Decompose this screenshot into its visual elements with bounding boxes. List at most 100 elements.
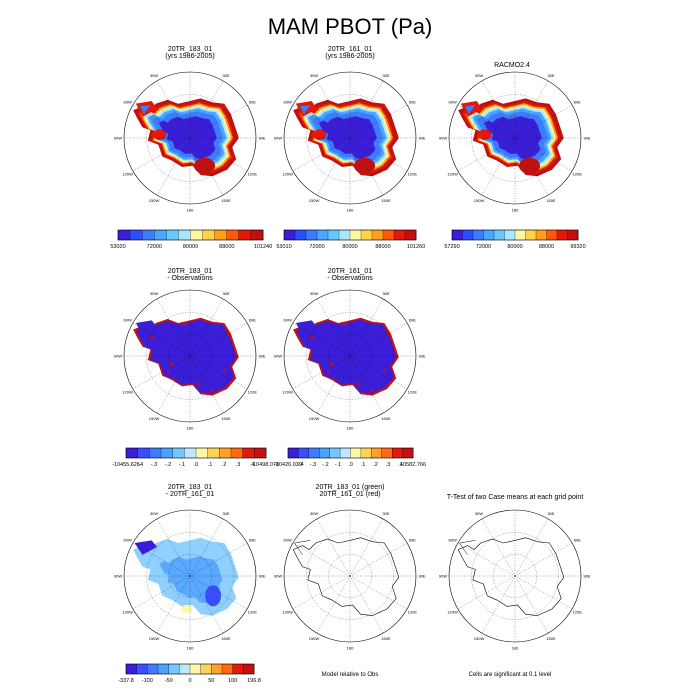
meridian-line bbox=[316, 80, 351, 139]
meridian-line bbox=[457, 104, 516, 139]
colorbar-frame bbox=[451, 229, 579, 241]
meridian-line bbox=[316, 355, 351, 414]
grid-label: 150W bbox=[309, 636, 320, 641]
latitude-ring bbox=[146, 94, 234, 182]
colorbar-frame bbox=[125, 663, 255, 675]
grid-label: 30W bbox=[310, 291, 318, 296]
colorbar-tick-label: 88000 bbox=[375, 244, 390, 250]
colorbar-swatch bbox=[451, 229, 463, 241]
colorbar-tick-label: 57290 bbox=[444, 244, 459, 250]
meridian-line bbox=[189, 575, 224, 634]
colorbar-swatch bbox=[472, 229, 484, 241]
bias-cell bbox=[330, 362, 334, 366]
meridian-line bbox=[156, 575, 191, 634]
panel-title-7: 20TR_183_01 (green) 20TR_161_01 (red) bbox=[275, 484, 425, 498]
grid-label: 60E bbox=[249, 538, 256, 543]
meridian-line bbox=[132, 322, 191, 357]
grid-label: 180 bbox=[187, 426, 194, 431]
colorbar-tick-label: .2 bbox=[222, 462, 227, 468]
meridian-line bbox=[189, 575, 248, 610]
grid-label: 60W bbox=[124, 100, 132, 105]
panel-title-line: 20TR_183_01 (green) bbox=[315, 484, 385, 491]
grid-label: 30E bbox=[382, 73, 389, 78]
grid-label: 30W bbox=[475, 73, 483, 78]
meridian-line bbox=[292, 104, 351, 139]
grid-label: 120E bbox=[248, 390, 258, 395]
colorbar-swatch bbox=[287, 447, 299, 459]
ice-shelf-field bbox=[313, 129, 327, 140]
panel-title-line: 20TR_161_01 bbox=[327, 46, 373, 53]
meridian-line bbox=[189, 322, 248, 357]
meridian-line bbox=[349, 104, 408, 139]
latitude-ring bbox=[168, 334, 212, 378]
grid-label: 90W bbox=[114, 574, 122, 579]
colorbar-swatch bbox=[243, 663, 255, 675]
colorbar-tick-label: 10582.766 bbox=[400, 462, 426, 468]
colorbar-tick-label: 72000 bbox=[476, 244, 491, 250]
meridian-line bbox=[132, 542, 191, 577]
grid-label: 120W bbox=[282, 172, 293, 177]
bias-cell bbox=[383, 369, 386, 373]
grid-label: 90W bbox=[439, 136, 447, 141]
colorbar-swatch bbox=[504, 229, 516, 241]
colorbar-tick-label: 101260 bbox=[407, 244, 425, 250]
latitude-ring bbox=[328, 116, 372, 160]
ice-shelf-field bbox=[153, 129, 167, 140]
colorbar-swatch bbox=[200, 663, 212, 675]
latitude-ring bbox=[471, 94, 559, 182]
meridian-line bbox=[481, 575, 516, 634]
meridian-line bbox=[349, 322, 408, 357]
meridian-line bbox=[292, 355, 351, 390]
meridian-line bbox=[514, 80, 549, 139]
colorbar-tick-label: .1 bbox=[361, 462, 366, 468]
colorbar-swatch bbox=[360, 229, 373, 241]
bias-cell bbox=[223, 369, 226, 373]
colorbar-swatch bbox=[339, 447, 351, 459]
grid-label: 30E bbox=[547, 73, 554, 78]
colorbar-tick-label: 80000 bbox=[507, 244, 522, 250]
ice-shelf-field bbox=[193, 157, 216, 174]
colorbar-swatch bbox=[546, 229, 558, 241]
meridian-line bbox=[349, 575, 408, 610]
panel-title-line: RACMO2.4 bbox=[494, 62, 530, 69]
meridian-line bbox=[457, 542, 516, 577]
meridian-line bbox=[132, 355, 191, 390]
colorbar-tick-label: -337.8 bbox=[118, 678, 134, 684]
meridian-line bbox=[316, 298, 351, 357]
meridian-line bbox=[349, 137, 384, 196]
colorbar-cb1: 53020 72000 80000 88000 101240 bbox=[110, 229, 272, 250]
meridian-line bbox=[189, 137, 224, 196]
grid-label: 150E bbox=[221, 416, 231, 421]
grid-label: 60E bbox=[409, 100, 416, 105]
meridian-line bbox=[514, 542, 573, 577]
figure-title: MAM PBOT (Pa) bbox=[267, 14, 433, 39]
grid-label: 150W bbox=[149, 416, 160, 421]
latitude-ring bbox=[168, 554, 212, 598]
meridian-line bbox=[316, 518, 351, 577]
panel-title-2: 20TR_161_01 (yrs 1986-2005) bbox=[275, 46, 425, 60]
colorbar-frame bbox=[125, 447, 267, 459]
colorbar-tick-label: 88000 bbox=[219, 244, 234, 250]
meridian-line bbox=[481, 80, 516, 139]
map-panel-p7: 30W 30E 60W 60E 90W 90E 120W 120E 150W 150E 180 bbox=[274, 509, 426, 651]
colorbar-tick-label: .1 bbox=[208, 462, 213, 468]
colorbar-swatch bbox=[195, 447, 209, 459]
grid-label: 60W bbox=[449, 538, 457, 543]
map-panel-p6: 30W 30E 60W 60E 90W 90E 120W 120E 150W 150E 180 bbox=[114, 509, 266, 651]
grid-label: 60E bbox=[409, 538, 416, 543]
peninsula-field bbox=[135, 320, 157, 335]
coastline bbox=[457, 537, 565, 616]
grid-label: 150E bbox=[381, 198, 391, 203]
bias-cell bbox=[209, 389, 213, 392]
colorbar-swatch bbox=[184, 447, 197, 459]
colorbar-swatch bbox=[319, 447, 331, 459]
grid-label: 120W bbox=[282, 610, 293, 615]
peninsula-field bbox=[464, 105, 476, 115]
grid-label: 150E bbox=[546, 636, 556, 641]
colorbar-swatch bbox=[556, 229, 568, 241]
ice-shelf-field bbox=[478, 129, 492, 140]
grid-label: 180 bbox=[347, 426, 354, 431]
colorbar-swatch bbox=[242, 447, 255, 459]
grid-label: 120E bbox=[408, 390, 418, 395]
grid-label: 150W bbox=[474, 198, 485, 203]
